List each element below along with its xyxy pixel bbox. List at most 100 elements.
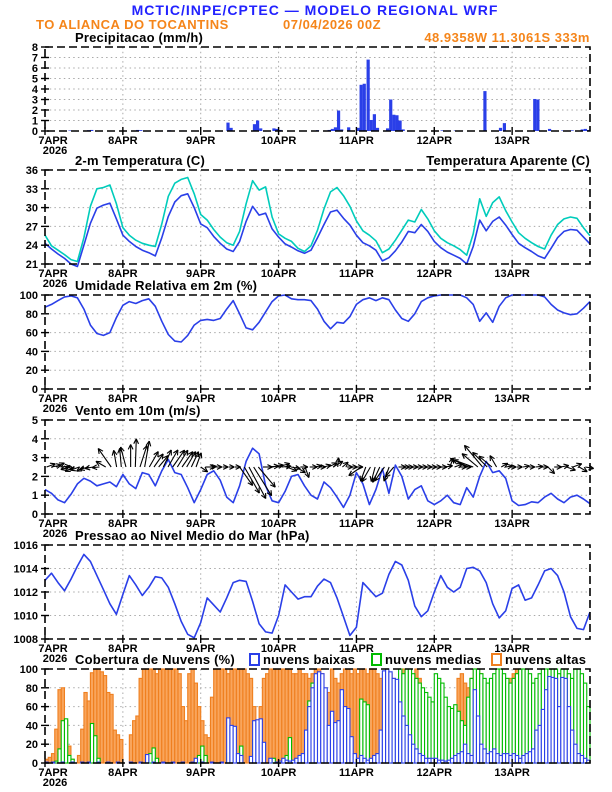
precip-bar — [259, 128, 263, 131]
precip-bar — [336, 110, 341, 131]
wind-arrow-shaft — [450, 458, 474, 468]
wind-arrow-head — [229, 466, 235, 470]
wind-arrow — [348, 466, 362, 477]
wind-arrow-shaft — [162, 449, 172, 468]
wind-arrow — [243, 466, 260, 494]
x-tick-label: 11APR — [339, 393, 374, 405]
x-tick-label: 13APR — [494, 135, 530, 147]
wind-arrow-head — [450, 457, 456, 460]
precip-bar — [583, 128, 587, 131]
cloud-bar-baixas — [239, 754, 244, 764]
wind-arrow-head — [342, 461, 349, 465]
y-tick-label: 4 — [32, 434, 39, 446]
wind-arrow-head — [511, 466, 517, 470]
panel-title-rh: Umidade Relativa em 2m (%) — [75, 278, 257, 293]
wind-arrow-shaft — [153, 453, 164, 468]
wind-arrow-head — [441, 466, 448, 470]
precip-bar — [570, 130, 574, 131]
wind-arrow-shaft — [172, 449, 185, 468]
y-tick-label: 3 — [32, 95, 38, 107]
wind-arrow-shaft — [478, 455, 493, 468]
cloud-bar-baixas — [261, 741, 267, 764]
wind-arrow-head — [478, 455, 482, 462]
y-tick-label: 1014 — [14, 564, 39, 576]
wind-arrow-head — [187, 451, 194, 455]
wind-arrow-shaft — [489, 455, 498, 468]
wind-arrow — [478, 455, 493, 468]
wind-arrow-shaft — [461, 453, 479, 468]
wind-arrow-head — [270, 490, 273, 496]
cloud-bar-medias — [365, 704, 370, 764]
x-tick-label: 13APR — [494, 643, 530, 655]
y-tick-label: 2 — [32, 471, 38, 483]
wind-arrow — [253, 466, 273, 497]
wind-arrow-shaft — [348, 466, 362, 477]
wind-arrow-head — [452, 459, 458, 465]
x-tick-label: 12APR — [417, 135, 453, 147]
precip-bar — [375, 127, 380, 131]
wind-arrow-head — [166, 449, 172, 454]
wind-arrow — [144, 440, 152, 468]
wind-arrow-shaft — [374, 466, 385, 482]
x-tick-label: 7APR — [38, 518, 67, 530]
y-tick-label: 1 — [32, 116, 38, 128]
x-tick-label: 7APR — [38, 643, 67, 655]
y-tick-label: 5 — [32, 415, 38, 427]
wind-arrow-head — [70, 469, 76, 472]
x-tick-label: 8APR — [108, 767, 137, 779]
panel-title-pressure: Pressao ao Nivel Medio do Mar (hPa) — [75, 528, 310, 543]
wind-arrow-head — [345, 461, 349, 468]
y-tick-label: 40 — [26, 346, 38, 358]
wind-arrow-head — [449, 458, 455, 463]
wind-arrow-head — [576, 462, 582, 465]
wind-arrow — [95, 460, 107, 468]
wind-arrow-head — [76, 466, 81, 472]
wind-arrow — [510, 464, 517, 470]
y-tick-label: 5 — [32, 74, 38, 86]
wind-arrow-head — [247, 482, 253, 486]
wind-arrow — [522, 463, 530, 470]
wind-arrow-head — [60, 465, 66, 470]
wind-arrow-head — [335, 457, 340, 463]
wind-arrow-head — [320, 466, 326, 470]
panel-title-clouds: Cobertura de Nuvens (%) — [75, 652, 235, 667]
wind-arrow-head — [111, 450, 115, 456]
wind-arrow-head — [295, 464, 301, 470]
y-tick-label: 1 — [32, 490, 38, 502]
wind-arrow-head — [127, 444, 132, 450]
plot-frame — [44, 294, 591, 390]
panel-pressure: 1008 1010 1012 1014 1016 7APR 8APR 9APR 10APR 11A… — [14, 528, 591, 665]
cloud-bar-baixas — [268, 757, 273, 764]
wind-arrow-head — [291, 470, 298, 472]
wind-arrow-shaft — [167, 449, 179, 468]
wind-arrow-shaft — [257, 466, 276, 488]
precip-bar — [502, 123, 506, 131]
precip-bar — [252, 124, 257, 131]
wind-arrow-head — [254, 489, 260, 494]
wind-arrow — [195, 452, 203, 468]
y-tick-label: 60 — [26, 702, 38, 714]
wind-arrow-shaft — [70, 466, 80, 471]
wind-arrow-head — [135, 438, 140, 445]
wind-arrow — [127, 444, 134, 467]
precip-bar — [356, 127, 360, 131]
wind-arrow-head — [148, 440, 152, 447]
precip-bar — [547, 128, 552, 131]
wind-arrow-head — [382, 475, 385, 482]
wind-arrow — [578, 466, 588, 473]
wind-arrow-shaft — [200, 466, 208, 473]
y-tick-label: 3 — [32, 453, 38, 465]
wind-arrow-head — [348, 474, 355, 477]
wind-arrow-shaft — [248, 466, 267, 499]
x-tick-label: 11APR — [339, 643, 374, 655]
y-tick-label: 30 — [26, 203, 38, 215]
wind-arrow-head — [49, 462, 56, 465]
wind-arrow-head — [302, 464, 309, 468]
cloud-bar-baixas — [232, 725, 237, 764]
legend-swatch-icon — [491, 653, 502, 666]
x-tick-label: 9APR — [186, 393, 215, 405]
wind-arrow-head — [507, 465, 513, 470]
wind-arrow-head — [270, 484, 276, 488]
wind-arrow-head — [133, 438, 137, 444]
